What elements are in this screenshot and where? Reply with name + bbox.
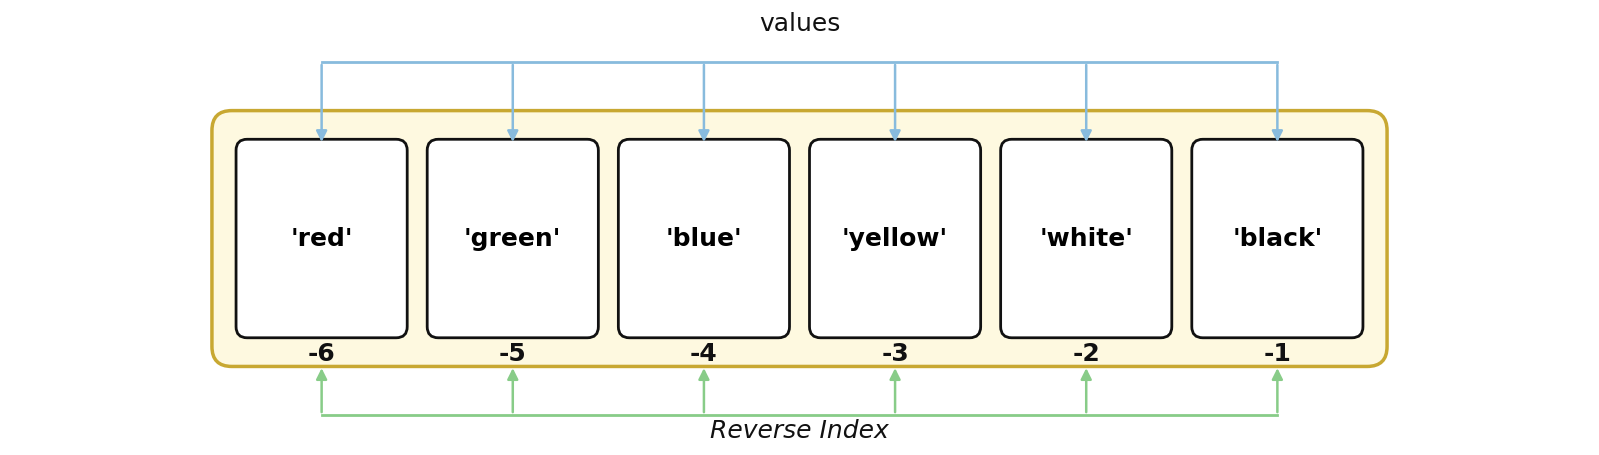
Text: values: values [760,12,839,36]
Text: -6: -6 [307,342,336,366]
FancyBboxPatch shape [1191,139,1362,338]
Text: -1: -1 [1263,342,1292,366]
Text: 'green': 'green' [464,227,561,251]
Text: -2: -2 [1073,342,1100,366]
FancyBboxPatch shape [619,139,790,338]
FancyBboxPatch shape [1001,139,1172,338]
Text: 'blue': 'blue' [665,227,742,251]
Text: 'yellow': 'yellow' [843,227,948,251]
Text: -5: -5 [499,342,526,366]
Text: 'black': 'black' [1233,227,1322,251]
Text: -4: -4 [691,342,718,366]
FancyBboxPatch shape [213,111,1386,366]
FancyBboxPatch shape [237,139,408,338]
Text: 'white': 'white' [1039,227,1134,251]
FancyBboxPatch shape [427,139,598,338]
FancyBboxPatch shape [809,139,980,338]
Text: Reverse Index: Reverse Index [710,419,889,443]
Text: -3: -3 [881,342,908,366]
Text: 'red': 'red' [291,227,353,251]
